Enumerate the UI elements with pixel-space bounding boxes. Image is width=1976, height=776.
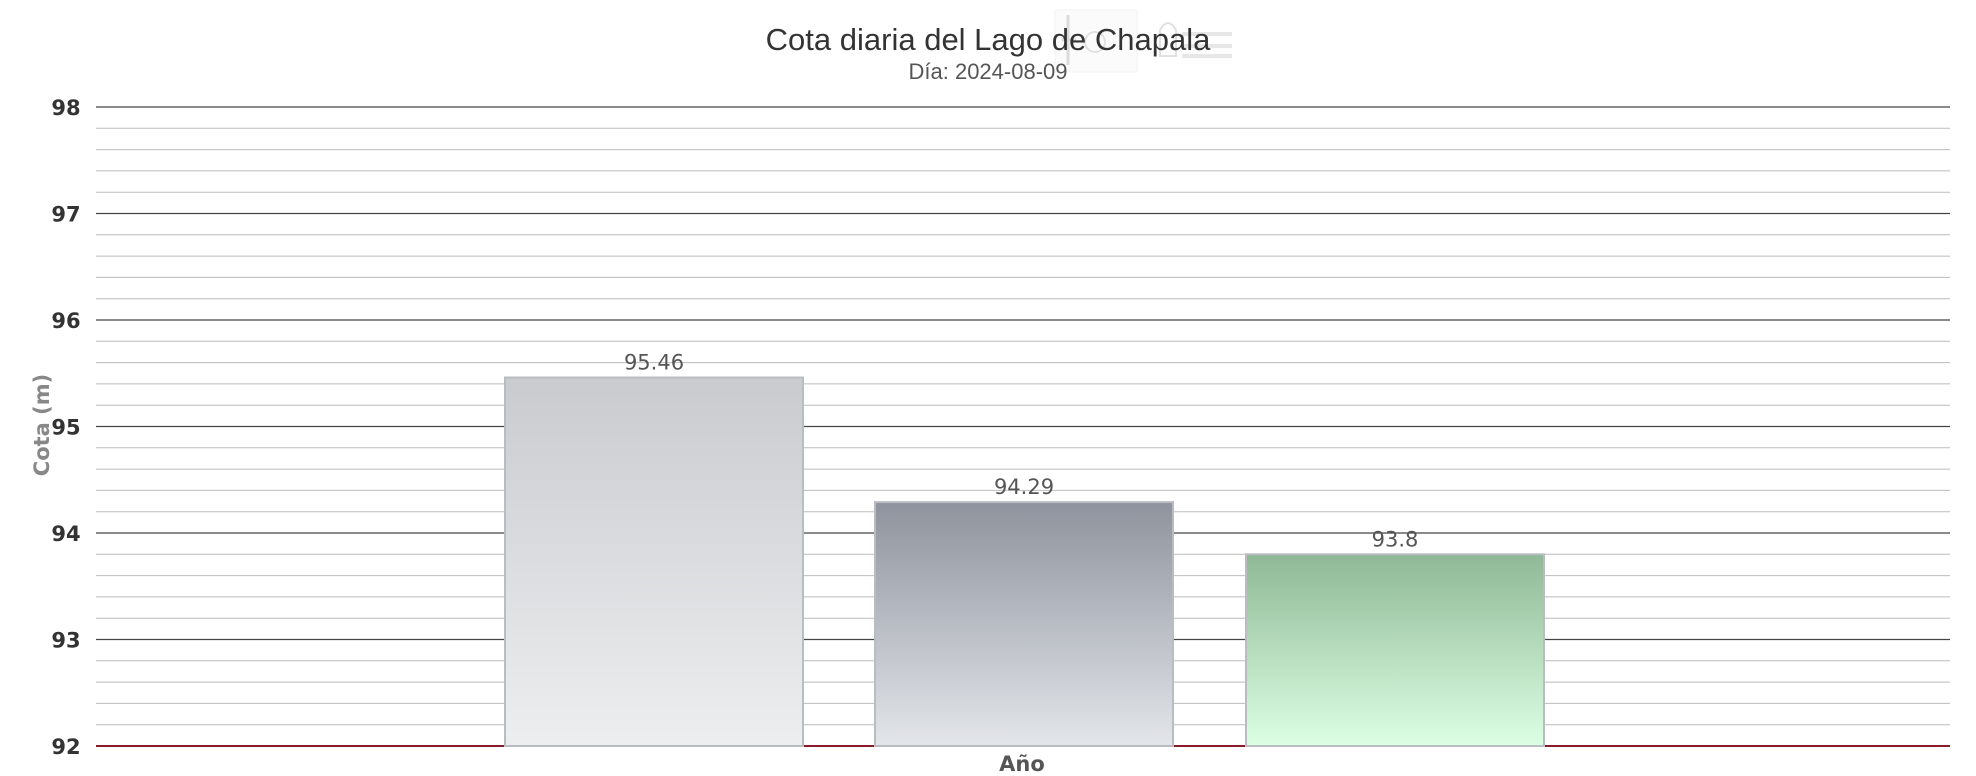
logo-watermark <box>1054 9 1232 73</box>
x-axis-label: Año <box>999 752 1045 776</box>
bars <box>504 376 1545 747</box>
chart-title: Cota diaria del Lago de Chapala <box>766 22 1211 57</box>
y-tick-label: 92 <box>51 735 80 759</box>
y-axis-label: Cota (m) <box>30 374 54 476</box>
bar <box>504 376 804 747</box>
y-tick-label: 97 <box>51 203 80 227</box>
bar-data-label: 94.29 <box>994 475 1054 499</box>
y-axis-ticks: 92 93 94 95 96 97 98 <box>51 96 80 759</box>
y-tick-label: 96 <box>51 309 80 333</box>
y-tick-label: 94 <box>51 522 80 546</box>
bar <box>1245 553 1545 747</box>
chart-subtitle: Día: 2024-08-09 <box>909 59 1068 84</box>
data-labels: 95.46 94.29 93.8 <box>624 351 1418 552</box>
bar-data-label: 95.46 <box>624 351 684 375</box>
y-tick-label: 98 <box>51 96 80 120</box>
bar-data-label: 93.8 <box>1372 527 1419 551</box>
y-tick-label: 95 <box>51 416 80 440</box>
y-tick-label: 93 <box>51 629 80 653</box>
bar <box>874 501 1174 747</box>
